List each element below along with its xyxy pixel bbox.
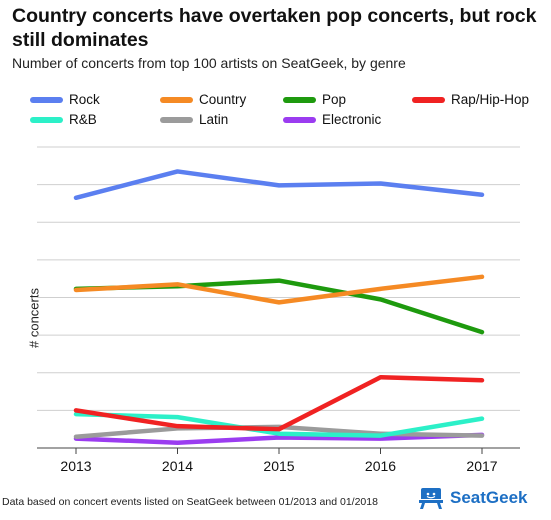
series-line xyxy=(73,375,485,432)
legend-swatch xyxy=(30,116,63,123)
x-tick-label: 2015 xyxy=(263,458,294,474)
series-line xyxy=(73,411,485,438)
x-tick-label: 2017 xyxy=(466,458,497,474)
legend-swatch xyxy=(283,96,316,103)
legend-label: Latin xyxy=(199,112,229,127)
x-tick-label: 2016 xyxy=(365,458,396,474)
series-line xyxy=(73,432,485,445)
legend-item: Pop xyxy=(283,92,346,107)
brand-name: SeatGeek xyxy=(450,488,528,507)
legend-item: Latin xyxy=(160,112,228,127)
legend-label: Electronic xyxy=(322,112,382,127)
chart-subtitle: Number of concerts from top 100 artists … xyxy=(12,55,406,71)
legend-item: Rap/Hip-Hop xyxy=(412,92,529,107)
legend-item: R&B xyxy=(30,112,97,127)
legend-label: Rock xyxy=(69,92,100,107)
legend-swatch xyxy=(160,96,193,103)
legend-label: Pop xyxy=(322,92,347,107)
legend-label: Rap/Hip-Hop xyxy=(451,92,530,107)
legend-item: Electronic xyxy=(283,112,381,127)
seatgeek-chair-icon xyxy=(419,488,443,509)
data-source-note: Data based on concert events listed on S… xyxy=(2,496,378,508)
legend-swatch xyxy=(160,116,193,123)
legend-swatch xyxy=(30,96,63,103)
x-tick-label: 2013 xyxy=(60,458,91,474)
legend-label: Country xyxy=(199,92,247,107)
legend-swatch xyxy=(283,116,316,123)
chart-title: Country concerts have overtaken pop conc… xyxy=(12,5,537,51)
legend-item: Rock xyxy=(30,92,100,107)
legend-label: R&B xyxy=(69,112,97,127)
legend: Rock Country Pop Rap/Hip-Hop R&B Latin Electro… xyxy=(0,90,551,134)
series-line xyxy=(73,169,485,201)
legend-item: Country xyxy=(160,92,246,107)
series-line xyxy=(73,274,485,305)
seatgeek-logo: SeatGeek xyxy=(418,486,528,510)
legend-swatch xyxy=(412,96,445,103)
x-tick-label: 2014 xyxy=(162,458,193,474)
